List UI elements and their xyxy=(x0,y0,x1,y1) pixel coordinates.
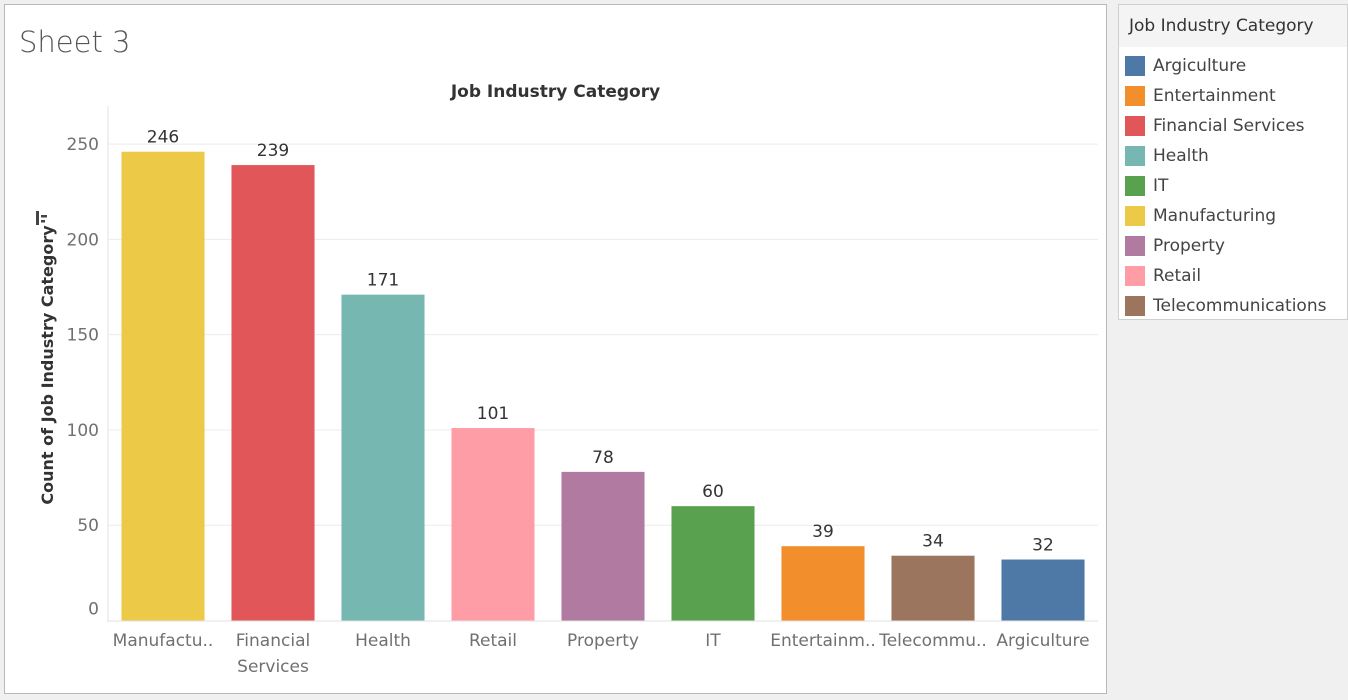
sheet-title: Sheet 3 xyxy=(19,25,131,59)
x-tick-label-line: IT xyxy=(705,631,721,651)
y-tick-label: 150 xyxy=(67,326,99,346)
x-tick-label-line: Argiculture xyxy=(996,631,1089,651)
legend-swatch xyxy=(1125,266,1145,286)
bar xyxy=(1001,559,1085,621)
legend-swatch xyxy=(1125,56,1145,76)
legend-swatch xyxy=(1125,296,1145,316)
x-tick-label-line: Financial xyxy=(236,631,310,651)
legend-label: Property xyxy=(1153,236,1225,256)
legend-swatch xyxy=(1125,206,1145,226)
x-tick-label: Financial Services xyxy=(236,631,310,677)
legend-item[interactable]: Property xyxy=(1119,231,1347,261)
data-label: 101 xyxy=(477,404,509,424)
x-tick-label-line: Telecommu.. xyxy=(878,631,987,651)
bar xyxy=(561,471,645,621)
x-tick-label: IT xyxy=(705,631,721,651)
bar xyxy=(231,165,315,621)
data-label: 246 xyxy=(147,128,179,148)
x-tick-label: Retail xyxy=(469,631,517,651)
data-label: 39 xyxy=(812,522,834,542)
sheet-panel: Sheet 3 Job Industry Category 0 50 100 150 2… xyxy=(4,4,1107,694)
legend-item[interactable]: Entertainment xyxy=(1119,81,1347,111)
legend-panel: Job Industry Category Argiculture Enterta… xyxy=(1118,4,1348,320)
sort-icon xyxy=(36,211,39,225)
legend-item[interactable]: IT xyxy=(1119,171,1347,201)
legend-label: Retail xyxy=(1153,266,1202,286)
bar xyxy=(891,555,975,621)
legend-swatch xyxy=(1125,176,1145,196)
x-tick-label: Property xyxy=(567,631,639,651)
legend-items: Argiculture Entertainment Financial Servic… xyxy=(1119,47,1347,321)
x-tick-label: Health xyxy=(355,631,411,651)
x-tick-label-line: Services xyxy=(237,657,309,677)
legend-swatch xyxy=(1125,86,1145,106)
x-tick-label: Telecommu.. xyxy=(878,631,987,651)
legend-label: Argiculture xyxy=(1153,56,1247,76)
sort-icon xyxy=(41,215,47,218)
x-tick-label-line: Manufactu.. xyxy=(113,631,214,651)
bar xyxy=(341,294,425,621)
legend-swatch xyxy=(1125,116,1145,136)
legend-item[interactable]: Argiculture xyxy=(1119,51,1347,81)
legend-item[interactable]: Manufacturing xyxy=(1119,201,1347,231)
x-tick-label-line: Property xyxy=(567,631,639,651)
data-label: 32 xyxy=(1032,536,1054,556)
legend-item[interactable]: Financial Services xyxy=(1119,111,1347,141)
bar-chart: 0 50 100 150 200 250 Count of Job Industry Cat… xyxy=(36,106,1098,677)
legend-label: Telecommunications xyxy=(1153,296,1327,316)
bar xyxy=(121,151,205,621)
bar xyxy=(671,506,755,621)
legend-label: Manufacturing xyxy=(1153,206,1277,226)
data-label: 171 xyxy=(367,271,399,291)
y-axis-title: Count of Job Industry Category xyxy=(38,225,57,505)
x-tick-label-line: Entertainm.. xyxy=(770,631,876,651)
y-tick-label: 50 xyxy=(77,516,99,536)
x-tick-label-line: Health xyxy=(355,631,411,651)
legend-label: Entertainment xyxy=(1153,86,1276,106)
legend-label: Financial Services xyxy=(1153,116,1305,136)
legend-swatch xyxy=(1125,146,1145,166)
data-label: 34 xyxy=(922,532,944,552)
chart-title: Job Industry Category xyxy=(450,82,661,102)
legend-label: IT xyxy=(1153,176,1169,196)
legend-item[interactable]: Health xyxy=(1119,141,1347,171)
legend-title: Job Industry Category xyxy=(1119,5,1347,47)
legend-item[interactable]: Telecommunications xyxy=(1119,291,1347,321)
legend-item[interactable]: Retail xyxy=(1119,261,1347,291)
x-tick-label: Entertainm.. xyxy=(770,631,876,651)
x-tick-label-line: Retail xyxy=(469,631,517,651)
sort-icon xyxy=(41,220,45,223)
data-label: 60 xyxy=(702,482,724,502)
bar xyxy=(451,428,535,621)
y-tick-label: 100 xyxy=(67,421,99,441)
x-tick-label: Manufactu.. xyxy=(113,631,214,651)
data-label: 239 xyxy=(257,141,289,161)
x-tick-label: Argiculture xyxy=(996,631,1089,651)
legend-swatch xyxy=(1125,236,1145,256)
data-label: 78 xyxy=(592,448,614,468)
y-tick-label: 200 xyxy=(67,230,99,250)
legend-label: Health xyxy=(1153,146,1209,166)
y-tick-label: 0 xyxy=(88,600,99,620)
bar xyxy=(781,546,865,621)
y-tick-label: 250 xyxy=(67,135,99,155)
